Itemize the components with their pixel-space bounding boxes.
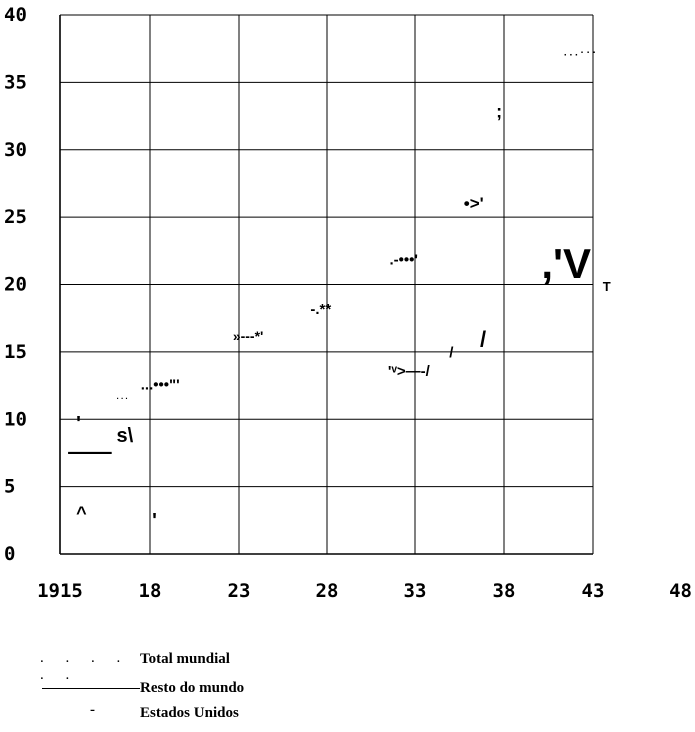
chart-line-fragments: ' s\ ^ ' . . . ...•••"' »---*' -.** .-•••' 'ᵛ>—-/…	[68, 47, 611, 532]
plot-grid	[59, 14, 594, 555]
y-axis-ticks: 0 5 10 15 20 25 30 35 40	[4, 4, 27, 565]
line-fragment: '	[152, 510, 157, 532]
line-fragment: ;	[496, 101, 502, 121]
legend-item-estados-unidos: - Estados Unidos	[36, 702, 239, 724]
line-fragment: ,'V	[541, 240, 591, 287]
y-tick-label: 10	[4, 408, 27, 430]
x-tick-label: 33	[404, 580, 427, 600]
line-fragment: ...•••"'	[141, 377, 180, 394]
y-tick-label: 20	[4, 274, 27, 296]
y-tick-label: 25	[4, 206, 27, 228]
legend-label: Estados Unidos	[140, 704, 239, 721]
y-tick-label: 15	[4, 341, 27, 363]
y-tick-label: 35	[4, 71, 27, 93]
x-tick-label: 28	[316, 580, 339, 600]
line-fragment: T	[603, 279, 611, 294]
x-tick-label: 43	[582, 580, 605, 600]
legend-item-total-mundial: . . . . . . Total mundial	[36, 648, 230, 683]
y-tick-label: 30	[4, 139, 27, 161]
line-fragment: .-•••'	[389, 251, 417, 268]
x-tick-label: 18	[139, 580, 162, 600]
legend-label: Resto do mundo	[140, 679, 245, 696]
legend: . . . . . . Total mundial Resto do mundo…	[0, 648, 695, 732]
line-chart: ' s\ ^ ' . . . ...•••"' »---*' -.** .-•••' 'ᵛ>—-/…	[4, 4, 692, 600]
line-fragment: •>'	[464, 194, 484, 213]
y-tick-label: 0	[4, 543, 15, 565]
line-fragment: »---*'	[233, 328, 264, 344]
legend-symbol-dotted: . . . . . .	[40, 650, 130, 683]
x-tick-label: 38	[493, 580, 516, 600]
line-fragment: . . . · · ·	[564, 47, 596, 58]
line-fragment: ^	[76, 503, 87, 523]
line-fragment: 'ᵛ>—-/	[388, 363, 431, 380]
line-fragment: . . .	[117, 392, 128, 401]
x-tick-label: 48	[669, 580, 692, 600]
x-tick-label: 1915	[37, 580, 83, 600]
line-fragment: /	[480, 326, 486, 351]
line-fragment: s\	[117, 425, 134, 447]
line-fragment: /	[449, 344, 454, 361]
y-tick-label: 5	[4, 476, 15, 498]
legend-symbol-solid	[36, 677, 140, 699]
legend-label: Total mundial	[140, 650, 230, 667]
x-axis-ticks: 1915 18 23 28 33 38 43 48	[37, 580, 692, 600]
line-fragment: -.**	[310, 301, 331, 318]
line-fragment: '	[76, 413, 81, 435]
legend-item-resto-do-mundo: Resto do mundo	[36, 677, 244, 699]
x-tick-label: 23	[228, 580, 251, 600]
legend-symbol-dash: -	[90, 702, 95, 718]
y-tick-label: 40	[4, 4, 27, 26]
